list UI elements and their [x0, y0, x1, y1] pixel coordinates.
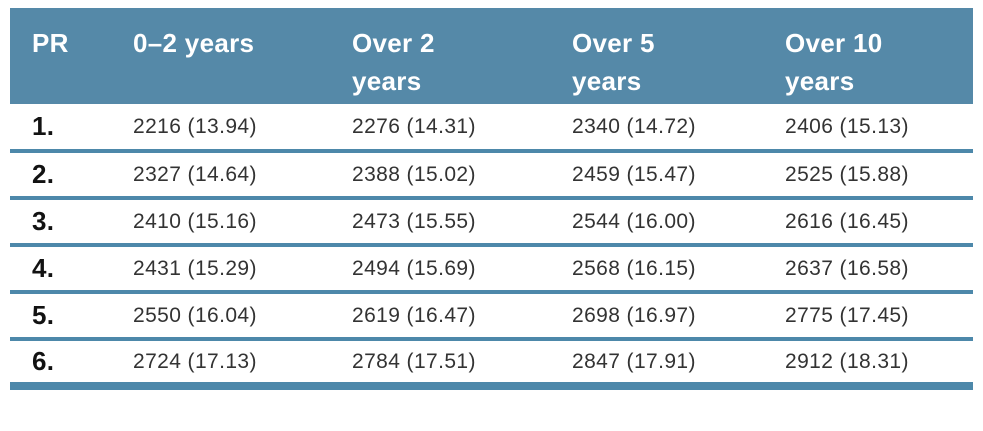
table-cell: 2473 (15.55) — [330, 198, 550, 247]
table-cell: 2847 (17.91) — [550, 339, 763, 390]
col-header-0-2-years-label: 0–2 years — [133, 28, 255, 58]
col-header-over-2-years-label: Over 2 years — [352, 28, 435, 96]
col-header-pr: PR — [10, 8, 111, 104]
table-cell: 2388 (15.02) — [330, 151, 550, 200]
table-row-3: 3. 2410 (15.16) 2473 (15.55) 2544 (16.00… — [10, 198, 973, 247]
table-cell: 2340 (14.72) — [550, 104, 763, 153]
col-header-over-5-years-label: Over 5 years — [572, 28, 655, 96]
table-cell: 2276 (14.31) — [330, 104, 550, 153]
table-cell: 2616 (16.45) — [763, 198, 973, 247]
pr-years-table-container: PR 0–2 years Over 2 years Over 5 years O… — [10, 8, 973, 390]
table-cell: 2912 (18.31) — [763, 339, 973, 390]
row-number: 2. — [10, 151, 111, 200]
pr-years-table: PR 0–2 years Over 2 years Over 5 years O… — [10, 8, 973, 390]
table-cell: 2459 (15.47) — [550, 151, 763, 200]
row-number: 5. — [10, 292, 111, 341]
table-cell: 2494 (15.69) — [330, 245, 550, 294]
table-cell: 2619 (16.47) — [330, 292, 550, 341]
col-header-0-2-years: 0–2 years — [111, 8, 330, 104]
table-cell: 2775 (17.45) — [763, 292, 973, 341]
table-cell: 2544 (16.00) — [550, 198, 763, 247]
table-header: PR 0–2 years Over 2 years Over 5 years O… — [10, 8, 973, 104]
table-cell: 2525 (15.88) — [763, 151, 973, 200]
col-header-over-2-years: Over 2 years — [330, 8, 550, 104]
table-cell: 2327 (14.64) — [111, 151, 330, 200]
table-cell: 2784 (17.51) — [330, 339, 550, 390]
col-header-over-10-years-label: Over 10 years — [785, 28, 883, 96]
header-row: PR 0–2 years Over 2 years Over 5 years O… — [10, 8, 973, 104]
table-cell: 2568 (16.15) — [550, 245, 763, 294]
row-number: 4. — [10, 245, 111, 294]
table-row-6: 6. 2724 (17.13) 2784 (17.51) 2847 (17.91… — [10, 339, 973, 390]
table-body: 1. 2216 (13.94) 2276 (14.31) 2340 (14.72… — [10, 104, 973, 390]
row-number: 1. — [10, 104, 111, 153]
table-row-1: 1. 2216 (13.94) 2276 (14.31) 2340 (14.72… — [10, 104, 973, 153]
table-cell: 2550 (16.04) — [111, 292, 330, 341]
table-cell: 2216 (13.94) — [111, 104, 330, 153]
col-header-over-10-years: Over 10 years — [763, 8, 973, 104]
table-cell: 2406 (15.13) — [763, 104, 973, 153]
table-cell: 2724 (17.13) — [111, 339, 330, 390]
table-row-4: 4. 2431 (15.29) 2494 (15.69) 2568 (16.15… — [10, 245, 973, 294]
table-row-2: 2. 2327 (14.64) 2388 (15.02) 2459 (15.47… — [10, 151, 973, 200]
table-cell: 2698 (16.97) — [550, 292, 763, 341]
col-header-over-5-years: Over 5 years — [550, 8, 763, 104]
table-cell: 2431 (15.29) — [111, 245, 330, 294]
table-cell: 2637 (16.58) — [763, 245, 973, 294]
table-row-5: 5. 2550 (16.04) 2619 (16.47) 2698 (16.97… — [10, 292, 973, 341]
col-header-pr-label: PR — [32, 28, 69, 58]
row-number: 6. — [10, 339, 111, 390]
row-number: 3. — [10, 198, 111, 247]
table-cell: 2410 (15.16) — [111, 198, 330, 247]
